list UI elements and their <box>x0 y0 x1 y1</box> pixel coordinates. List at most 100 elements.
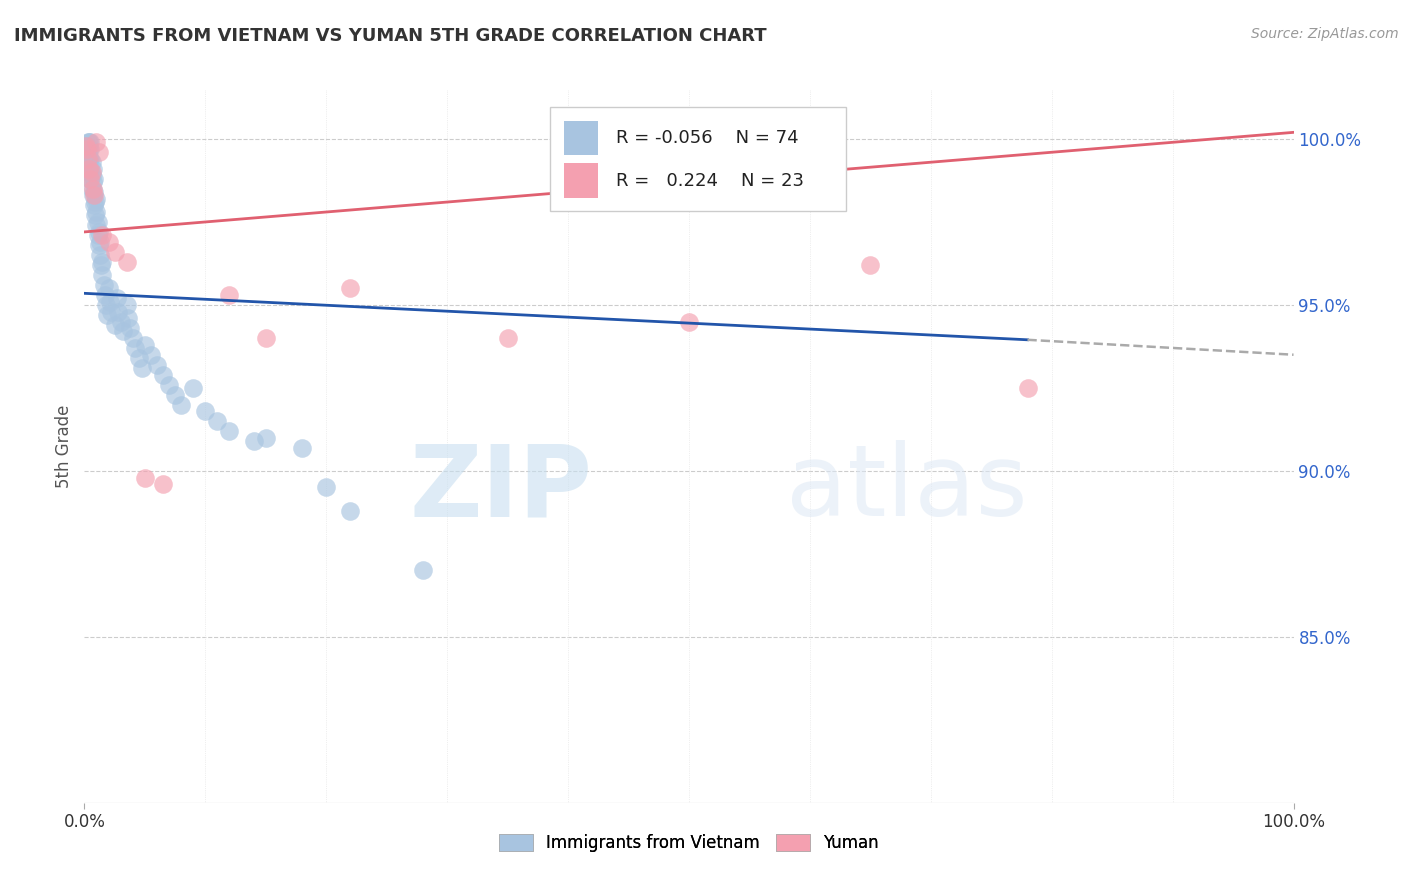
Point <box>91 228 114 243</box>
Point <box>107 304 129 318</box>
Point <box>134 338 156 352</box>
Point <box>79 171 101 186</box>
Point <box>112 325 135 339</box>
Point <box>76 142 98 156</box>
Point <box>105 291 128 305</box>
Point <box>157 377 180 392</box>
FancyBboxPatch shape <box>564 120 599 155</box>
Point <box>94 288 117 302</box>
Point <box>86 215 108 229</box>
Point <box>82 182 104 196</box>
Point <box>91 268 114 282</box>
Point <box>152 368 174 382</box>
Point <box>139 348 162 362</box>
Point <box>77 165 100 179</box>
Point <box>80 169 103 183</box>
Point <box>86 192 108 206</box>
Point <box>89 248 111 262</box>
Point <box>1017 381 1039 395</box>
Point <box>77 161 100 176</box>
Point <box>77 145 100 160</box>
Text: R =   0.224    N = 23: R = 0.224 N = 23 <box>616 171 804 189</box>
Point <box>242 434 264 448</box>
Point <box>291 441 314 455</box>
Point <box>90 258 112 272</box>
Point <box>79 142 101 156</box>
Point <box>77 152 100 166</box>
Point <box>96 308 118 322</box>
Point <box>128 351 150 365</box>
Point <box>79 136 101 150</box>
Point <box>83 171 105 186</box>
Point <box>76 148 98 162</box>
Point <box>75 138 97 153</box>
Point <box>84 195 107 210</box>
Point <box>98 294 121 309</box>
Point <box>82 188 104 202</box>
Point <box>79 171 101 186</box>
Text: Source: ZipAtlas.com: Source: ZipAtlas.com <box>1251 27 1399 41</box>
Point <box>146 358 169 372</box>
Point <box>77 142 100 156</box>
Point <box>75 138 97 153</box>
Point <box>496 331 519 345</box>
Point <box>86 136 108 150</box>
Point <box>115 298 138 312</box>
Point <box>80 182 103 196</box>
Point <box>165 387 187 401</box>
Point <box>110 314 132 328</box>
Text: R = -0.056    N = 74: R = -0.056 N = 74 <box>616 128 799 146</box>
Point <box>82 175 104 189</box>
Point <box>91 254 114 268</box>
Point <box>124 341 146 355</box>
Point <box>100 304 122 318</box>
Point <box>77 155 100 169</box>
Legend: Immigrants from Vietnam, Yuman: Immigrants from Vietnam, Yuman <box>492 827 886 859</box>
Point <box>218 288 240 302</box>
Point <box>254 331 277 345</box>
Point <box>76 138 98 153</box>
Point <box>315 481 337 495</box>
Point <box>94 298 117 312</box>
Point <box>218 424 240 438</box>
Point <box>104 318 127 332</box>
Point <box>86 228 108 243</box>
Point <box>194 404 217 418</box>
Point <box>254 431 277 445</box>
Point <box>181 381 204 395</box>
Point <box>339 281 361 295</box>
Point <box>134 470 156 484</box>
Text: atlas: atlas <box>786 441 1028 537</box>
Point <box>87 225 110 239</box>
Point <box>170 397 193 411</box>
Point <box>83 185 105 199</box>
Point <box>104 244 127 259</box>
Point <box>87 238 110 252</box>
Point <box>77 136 100 150</box>
Point <box>77 136 100 150</box>
Point <box>412 564 434 578</box>
Point <box>79 152 101 166</box>
Point <box>86 219 108 233</box>
Point <box>207 414 229 428</box>
Point <box>77 152 100 166</box>
FancyBboxPatch shape <box>550 107 846 211</box>
Point <box>80 165 103 179</box>
Text: IMMIGRANTS FROM VIETNAM VS YUMAN 5TH GRADE CORRELATION CHART: IMMIGRANTS FROM VIETNAM VS YUMAN 5TH GRA… <box>14 27 766 45</box>
Point <box>678 314 700 328</box>
Point <box>82 161 104 176</box>
FancyBboxPatch shape <box>564 163 599 198</box>
Point <box>859 258 882 272</box>
Point <box>131 361 153 376</box>
Point <box>84 208 107 222</box>
Point <box>339 504 361 518</box>
Point <box>86 205 108 219</box>
Y-axis label: 5th Grade: 5th Grade <box>55 404 73 488</box>
Point <box>89 235 111 249</box>
Point <box>83 188 105 202</box>
Point <box>93 278 115 293</box>
Point <box>79 161 101 176</box>
Point <box>80 155 103 169</box>
Text: ZIP: ZIP <box>409 441 592 537</box>
Point <box>152 477 174 491</box>
